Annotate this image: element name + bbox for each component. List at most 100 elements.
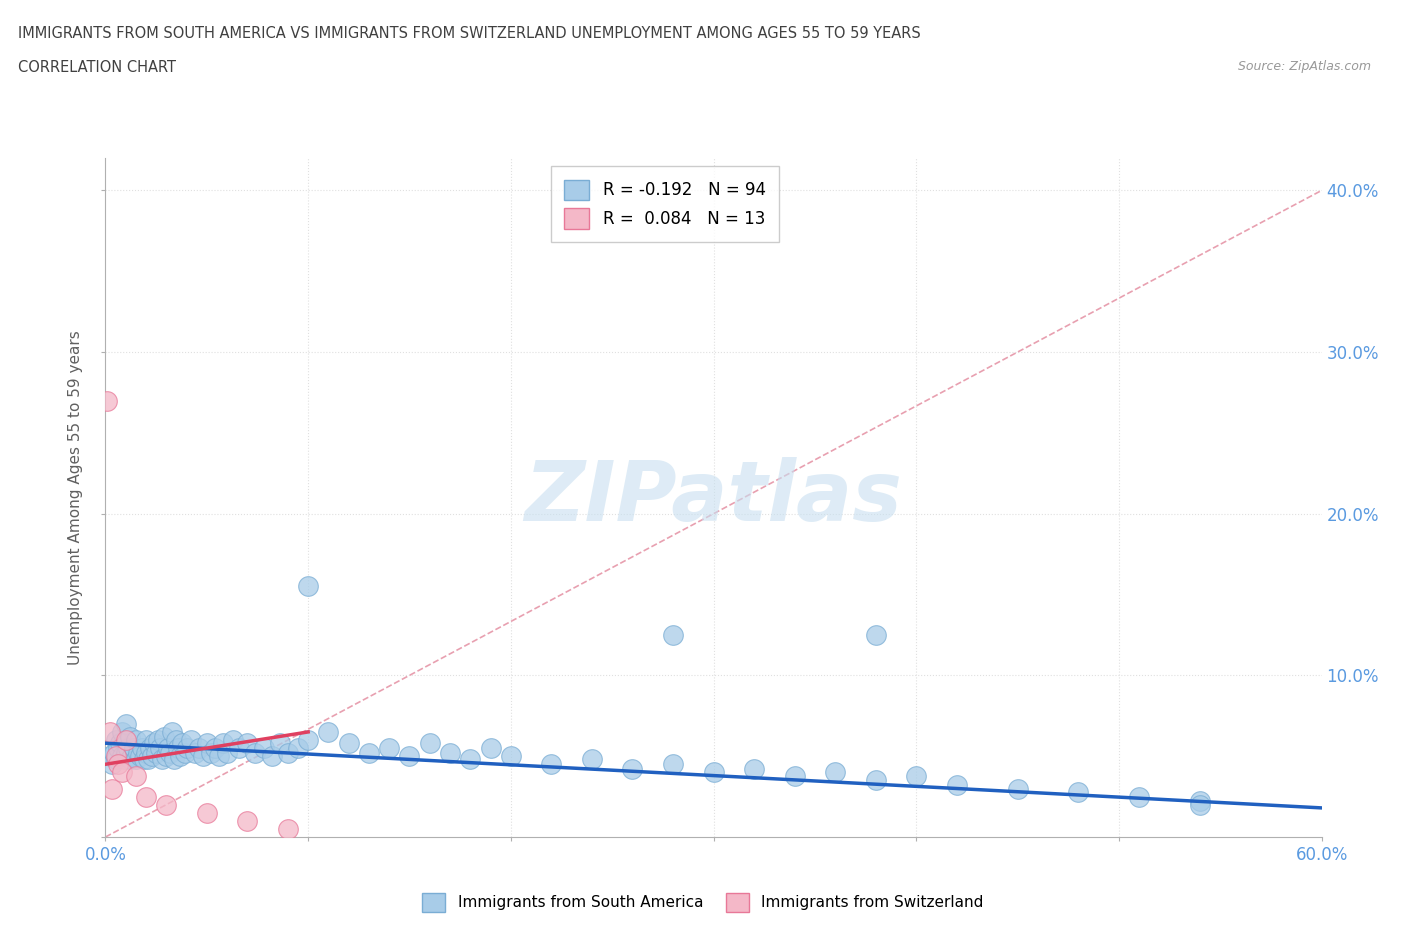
Point bbox=[378, 740, 401, 755]
Point bbox=[297, 579, 319, 594]
Point bbox=[217, 746, 239, 761]
Point bbox=[132, 752, 155, 767]
Point bbox=[1128, 790, 1150, 804]
Point bbox=[135, 746, 157, 761]
Point bbox=[143, 736, 166, 751]
Point bbox=[742, 762, 765, 777]
Point bbox=[145, 746, 167, 761]
Point bbox=[98, 724, 121, 739]
Point bbox=[104, 752, 127, 767]
Point bbox=[824, 764, 846, 779]
Point bbox=[150, 752, 173, 767]
Point bbox=[297, 733, 319, 748]
Point bbox=[173, 746, 195, 761]
Point bbox=[662, 628, 685, 643]
Point bbox=[111, 749, 134, 764]
Point bbox=[195, 736, 218, 751]
Point bbox=[783, 768, 806, 783]
Point bbox=[191, 749, 214, 764]
Point bbox=[125, 768, 148, 783]
Point bbox=[107, 740, 129, 755]
Point bbox=[157, 740, 180, 755]
Point bbox=[183, 746, 205, 761]
Point bbox=[195, 805, 218, 820]
Point bbox=[176, 740, 198, 755]
Point bbox=[187, 740, 209, 755]
Point bbox=[96, 393, 118, 408]
Point bbox=[153, 729, 176, 744]
Point bbox=[1189, 797, 1212, 812]
Point bbox=[121, 749, 143, 764]
Point bbox=[162, 724, 184, 739]
Point bbox=[131, 740, 153, 755]
Legend: Immigrants from South America, Immigrants from Switzerland: Immigrants from South America, Immigrant… bbox=[416, 887, 990, 918]
Point bbox=[581, 752, 603, 767]
Point bbox=[357, 746, 380, 761]
Point bbox=[135, 790, 157, 804]
Point bbox=[136, 752, 159, 767]
Y-axis label: Unemployment Among Ages 55 to 59 years: Unemployment Among Ages 55 to 59 years bbox=[67, 330, 83, 665]
Point bbox=[118, 729, 141, 744]
Point bbox=[100, 757, 122, 772]
Point bbox=[163, 752, 186, 767]
Point bbox=[129, 749, 152, 764]
Legend: R = -0.192   N = 94, R =  0.084   N = 13: R = -0.192 N = 94, R = 0.084 N = 13 bbox=[551, 166, 779, 242]
Point bbox=[277, 746, 299, 761]
Point bbox=[169, 749, 191, 764]
Point bbox=[122, 740, 145, 755]
Point bbox=[398, 749, 420, 764]
Point bbox=[104, 733, 127, 748]
Text: IMMIGRANTS FROM SOUTH AMERICA VS IMMIGRANTS FROM SWITZERLAND UNEMPLOYMENT AMONG : IMMIGRANTS FROM SOUTH AMERICA VS IMMIGRA… bbox=[18, 26, 921, 41]
Point bbox=[125, 733, 148, 748]
Point bbox=[287, 740, 309, 755]
Point bbox=[127, 746, 149, 761]
Point bbox=[200, 746, 222, 761]
Point bbox=[260, 749, 283, 764]
Point bbox=[208, 749, 231, 764]
Point bbox=[141, 749, 163, 764]
Point bbox=[540, 757, 562, 772]
Point bbox=[108, 736, 131, 751]
Text: Source: ZipAtlas.com: Source: ZipAtlas.com bbox=[1237, 60, 1371, 73]
Point bbox=[419, 736, 441, 751]
Point bbox=[702, 764, 725, 779]
Point bbox=[114, 746, 136, 761]
Point bbox=[277, 821, 299, 836]
Point bbox=[159, 746, 181, 761]
Point bbox=[165, 733, 187, 748]
Point bbox=[114, 733, 136, 748]
Point bbox=[621, 762, 644, 777]
Point bbox=[155, 797, 177, 812]
Point bbox=[114, 716, 136, 731]
Point bbox=[662, 757, 685, 772]
Point bbox=[865, 773, 887, 788]
Point bbox=[245, 746, 267, 761]
Point bbox=[100, 781, 122, 796]
Point bbox=[945, 777, 967, 792]
Point bbox=[111, 724, 134, 739]
Point bbox=[155, 749, 177, 764]
Point bbox=[479, 740, 502, 755]
Point bbox=[149, 740, 172, 755]
Point bbox=[458, 752, 481, 767]
Point bbox=[204, 740, 226, 755]
Point bbox=[1189, 794, 1212, 809]
Point bbox=[228, 740, 250, 755]
Text: ZIPatlas: ZIPatlas bbox=[524, 457, 903, 538]
Point bbox=[236, 736, 259, 751]
Point bbox=[252, 740, 274, 755]
Point bbox=[98, 749, 121, 764]
Point bbox=[125, 752, 148, 767]
Point bbox=[318, 724, 340, 739]
Point bbox=[865, 628, 887, 643]
Point bbox=[236, 814, 259, 829]
Point bbox=[499, 749, 522, 764]
Point bbox=[118, 752, 141, 767]
Point bbox=[104, 749, 127, 764]
Point bbox=[139, 740, 162, 755]
Point bbox=[905, 768, 928, 783]
Point bbox=[107, 757, 129, 772]
Point bbox=[439, 746, 461, 761]
Point bbox=[1007, 781, 1029, 796]
Text: CORRELATION CHART: CORRELATION CHART bbox=[18, 60, 176, 75]
